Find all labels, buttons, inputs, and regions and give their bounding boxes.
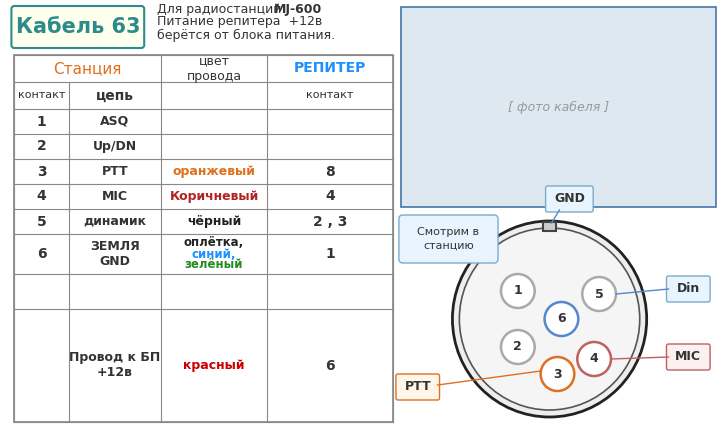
Text: 1: 1 <box>513 284 522 298</box>
Text: цвет
провода: цвет провода <box>187 54 242 83</box>
Text: [ фото кабеля ]: [ фото кабеля ] <box>508 101 609 114</box>
Text: зелёный: зелёный <box>185 259 243 271</box>
Circle shape <box>578 342 611 376</box>
Text: MIC: MIC <box>676 350 702 364</box>
FancyBboxPatch shape <box>666 276 710 302</box>
Text: Питание репитера  +12в: Питание репитера +12в <box>157 15 322 28</box>
Circle shape <box>452 221 647 417</box>
Text: цепь: цепь <box>96 89 134 103</box>
Text: Провод к БП
+12в: Провод к БП +12в <box>69 351 161 379</box>
Text: ЗЕМЛЯ
GND: ЗЕМЛЯ GND <box>90 240 140 268</box>
FancyBboxPatch shape <box>666 344 710 370</box>
Text: 2: 2 <box>37 139 47 153</box>
Circle shape <box>501 330 535 364</box>
Text: 4: 4 <box>37 190 47 204</box>
Text: 5: 5 <box>595 288 603 301</box>
Text: Коричневый: Коричневый <box>169 190 259 203</box>
Bar <box>401 7 716 207</box>
Text: PTT: PTT <box>404 381 431 393</box>
Text: Кабель 63: Кабель 63 <box>16 17 140 37</box>
Circle shape <box>459 228 640 410</box>
Text: Din: Din <box>677 282 700 295</box>
Text: синий,: синий, <box>192 247 236 260</box>
Circle shape <box>583 277 616 311</box>
Text: 5: 5 <box>37 215 47 229</box>
Text: оранжевый: оранжевый <box>172 165 255 178</box>
Text: 4: 4 <box>325 190 335 204</box>
Text: 8: 8 <box>325 164 335 178</box>
Text: 4: 4 <box>590 353 598 365</box>
Text: 1: 1 <box>37 114 47 128</box>
Text: .: . <box>314 3 318 15</box>
FancyBboxPatch shape <box>399 215 498 263</box>
Text: 6: 6 <box>37 247 46 261</box>
Text: Смотрим в
станцию: Смотрим в станцию <box>417 227 479 250</box>
Text: контакт: контакт <box>18 90 66 101</box>
Text: 3: 3 <box>553 368 562 381</box>
Bar <box>14 55 393 422</box>
Circle shape <box>501 274 535 308</box>
FancyBboxPatch shape <box>12 6 144 48</box>
Text: красный: красный <box>183 359 245 372</box>
Text: 2: 2 <box>513 340 522 354</box>
Text: MJ-600: MJ-600 <box>274 3 322 15</box>
Text: Станция: Станция <box>53 61 122 76</box>
Circle shape <box>544 302 578 336</box>
Text: чёрный: чёрный <box>187 215 242 228</box>
Text: MIC: MIC <box>102 190 128 203</box>
Text: контакт: контакт <box>306 90 354 101</box>
Text: динамик: динамик <box>84 215 146 228</box>
Text: GND: GND <box>554 193 585 205</box>
Text: PTT: PTT <box>102 165 128 178</box>
Text: 2 , 3: 2 , 3 <box>313 215 348 229</box>
Text: Для радиостанций: Для радиостанций <box>157 3 289 15</box>
Text: 6: 6 <box>557 312 566 326</box>
Text: оплётка,: оплётка, <box>184 236 244 250</box>
Bar <box>543 222 557 231</box>
Text: Up/DN: Up/DN <box>93 140 137 153</box>
FancyBboxPatch shape <box>546 186 593 212</box>
Text: РЕПИТЕР: РЕПИТЕР <box>294 62 366 76</box>
Text: 1: 1 <box>325 247 335 261</box>
Circle shape <box>541 357 575 391</box>
Text: 6: 6 <box>325 358 335 372</box>
Text: берётся от блока питания.: берётся от блока питания. <box>157 28 335 42</box>
Text: ASQ: ASQ <box>100 115 130 128</box>
Text: 3: 3 <box>37 164 46 178</box>
FancyBboxPatch shape <box>396 374 440 400</box>
